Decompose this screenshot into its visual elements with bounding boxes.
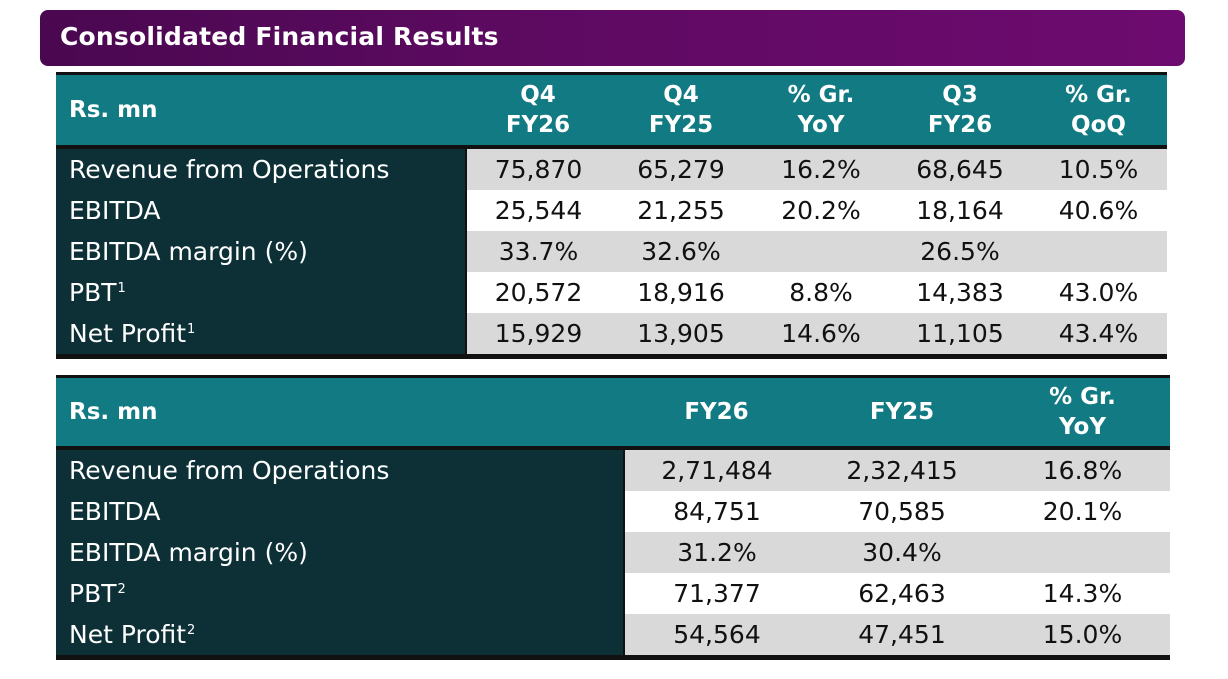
row-label: EBITDA	[56, 190, 467, 231]
table-cell: 40.6%	[1030, 190, 1167, 231]
row-label: Revenue from Operations	[56, 448, 625, 491]
table-row: Net Profit1 15,929 13,905 14.6% 11,105 4…	[56, 313, 1167, 357]
footnote-marker: 1	[117, 281, 126, 296]
footnote-marker: 2	[117, 582, 126, 597]
column-header: FY26	[624, 376, 809, 450]
table-cell: 31.2%	[624, 532, 809, 573]
corner-label: Rs. mn	[56, 73, 466, 149]
column-header: Q3 FY26	[890, 73, 1030, 149]
table-cell: 26.5%	[890, 231, 1030, 272]
annual-results-table: Rs. mn FY26 FY25 % Gr. YoY Revenue from O…	[56, 375, 1170, 660]
table-cell: 21,255	[610, 190, 752, 231]
section-title-bar: Consolidated Financial Results	[40, 10, 1185, 66]
table-cell: 32.6%	[610, 231, 752, 272]
table-cell: 20.2%	[752, 190, 890, 231]
table-row: Net Profit2 54,564 47,451 15.0%	[56, 614, 1170, 658]
table-cell: 13,905	[610, 313, 752, 357]
table-cell: 47,451	[809, 614, 995, 658]
column-header: % Gr. YoY	[995, 376, 1170, 450]
table-cell: 65,279	[610, 147, 752, 190]
table-cell: 20,572	[466, 272, 610, 313]
column-header: Q4 FY26	[466, 73, 610, 149]
table-cell: 71,377	[624, 573, 809, 614]
table-cell: 18,164	[890, 190, 1030, 231]
table-cell: 20.1%	[995, 491, 1170, 532]
table-row: Revenue from Operations 75,870 65,279 16…	[56, 147, 1167, 190]
table-cell: 15.0%	[995, 614, 1170, 658]
table-cell: 62,463	[809, 573, 995, 614]
column-header: % Gr. YoY	[752, 73, 890, 149]
table-cell: 33.7%	[466, 231, 610, 272]
row-label: Net Profit2	[56, 614, 625, 658]
page-title: Consolidated Financial Results	[60, 22, 499, 51]
table-cell: 2,32,415	[809, 448, 995, 491]
table-cell: 70,585	[809, 491, 995, 532]
table-cell: 43.0%	[1030, 272, 1167, 313]
table-row: EBITDA margin (%) 31.2% 30.4%	[56, 532, 1170, 573]
table-row: PBT1 20,572 18,916 8.8% 14,383 43.0%	[56, 272, 1167, 313]
table-cell: 11,105	[890, 313, 1030, 357]
table-cell: 30.4%	[809, 532, 995, 573]
row-label: PBT1	[56, 272, 467, 313]
column-header: Q4 FY25	[610, 73, 752, 149]
table-cell: 14.3%	[995, 573, 1170, 614]
corner-label: Rs. mn	[56, 376, 624, 450]
table-cell: 16.2%	[752, 147, 890, 190]
table-row: PBT2 71,377 62,463 14.3%	[56, 573, 1170, 614]
table-cell: 10.5%	[1030, 147, 1167, 190]
table-row: EBITDA 84,751 70,585 20.1%	[56, 491, 1170, 532]
table-cell: 25,544	[466, 190, 610, 231]
table-cell: 18,916	[610, 272, 752, 313]
row-label: Net Profit1	[56, 313, 467, 357]
table-cell: 14.6%	[752, 313, 890, 357]
row-label: EBITDA margin (%)	[56, 231, 467, 272]
column-header: % Gr. QoQ	[1030, 73, 1167, 149]
table-cell	[995, 532, 1170, 573]
column-header: FY25	[809, 376, 995, 450]
row-label: EBITDA	[56, 491, 625, 532]
table-cell: 2,71,484	[624, 448, 809, 491]
table-header-row: Rs. mn FY26 FY25 % Gr. YoY	[56, 376, 1170, 450]
quarterly-results-table: Rs. mn Q4 FY26 Q4 FY25 % Gr. YoY Q3 FY26 % G…	[56, 72, 1167, 359]
table-row: Revenue from Operations 2,71,484 2,32,41…	[56, 448, 1170, 491]
table-cell: 14,383	[890, 272, 1030, 313]
table-cell: 68,645	[890, 147, 1030, 190]
row-label: EBITDA margin (%)	[56, 532, 625, 573]
row-label: PBT2	[56, 573, 625, 614]
table-header-row: Rs. mn Q4 FY26 Q4 FY25 % Gr. YoY Q3 FY26 % G…	[56, 73, 1167, 149]
table-cell	[1030, 231, 1167, 272]
table-cell: 54,564	[624, 614, 809, 658]
row-label: Revenue from Operations	[56, 147, 467, 190]
table-cell: 8.8%	[752, 272, 890, 313]
footnote-marker: 1	[187, 322, 196, 337]
table-cell	[752, 231, 890, 272]
table-cell: 43.4%	[1030, 313, 1167, 357]
table-cell: 15,929	[466, 313, 610, 357]
table-cell: 16.8%	[995, 448, 1170, 491]
table-cell: 75,870	[466, 147, 610, 190]
table-row: EBITDA 25,544 21,255 20.2% 18,164 40.6%	[56, 190, 1167, 231]
table-row: EBITDA margin (%) 33.7% 32.6% 26.5%	[56, 231, 1167, 272]
table-cell: 84,751	[624, 491, 809, 532]
footnote-marker: 2	[187, 623, 196, 638]
